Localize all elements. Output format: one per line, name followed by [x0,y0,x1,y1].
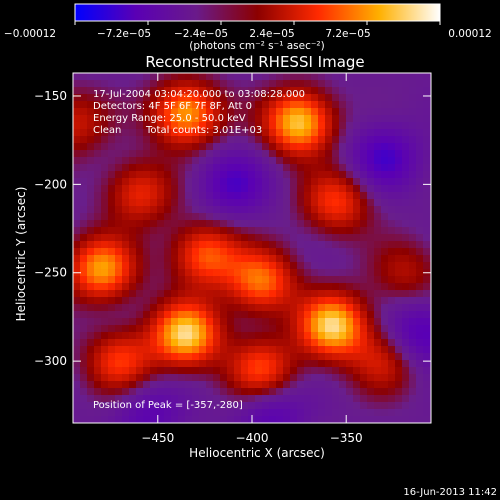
y-tick-label: −300 [34,354,67,368]
y-axis-label: Heliocentric Y (arcsec) [14,187,28,322]
colorbar-tick-label: −0.00012 [4,28,56,40]
colorbar-gradient [74,3,441,22]
colorbar-units: (photons cm⁻² s⁻¹ asec⁻²) [189,40,324,52]
colorbar-tick-label: 2.4e−05 [249,28,294,40]
annotations: 17-Jul-2004 03:04:20.000 to 03:08:28.000… [93,89,305,411]
x-tick-label: −400 [236,431,269,445]
clean-label: Clean [93,125,121,136]
colorbar-tick-label: −7.2e−05 [97,28,151,40]
plot-title: Reconstructed RHESSI Image [145,53,364,71]
x-axis-ticks: −450 −400 −350 [141,73,363,445]
footer-date: 16-Jun-2013 11:42 [403,487,497,498]
total-counts-label: Total counts: 3.01E+03 [145,125,262,136]
x-tick-label: −350 [330,431,363,445]
image-panel [73,73,431,423]
image-pixels [73,73,431,423]
y-tick-label: −200 [34,177,67,191]
time-range-label: 17-Jul-2004 03:04:20.000 to 03:08:28.000 [93,89,305,100]
x-tick-label: −450 [141,431,174,445]
x-axis-label: Heliocentric X (arcsec) [189,446,325,460]
y-tick-label: −250 [34,266,67,280]
y-tick-label: −150 [34,89,67,103]
colorbar-tick-labels: −0.00012 −7.2e−05 −2.4e−05 2.4e−05 7.2e−… [4,28,492,40]
peak-position-label: Position of Peak = [-357,-280] [93,400,243,411]
y-axis-ticks: −150 −200 −250 −300 [34,89,431,368]
colorbar-tick-label: 7.2e−05 [325,28,370,40]
energy-range-label: Energy Range: 25.0 - 50.0 keV [93,113,246,124]
detectors-label: Detectors: 4F 5F 6F 7F 8F, Att 0 [93,101,252,112]
colorbar-tick-label: −2.4e−05 [174,28,228,40]
colorbar-ticks [74,21,441,25]
colorbar-tick-label: 0.00012 [448,28,491,40]
colorbar: −0.00012 −7.2e−05 −2.4e−05 2.4e−05 7.2e−… [4,3,492,52]
